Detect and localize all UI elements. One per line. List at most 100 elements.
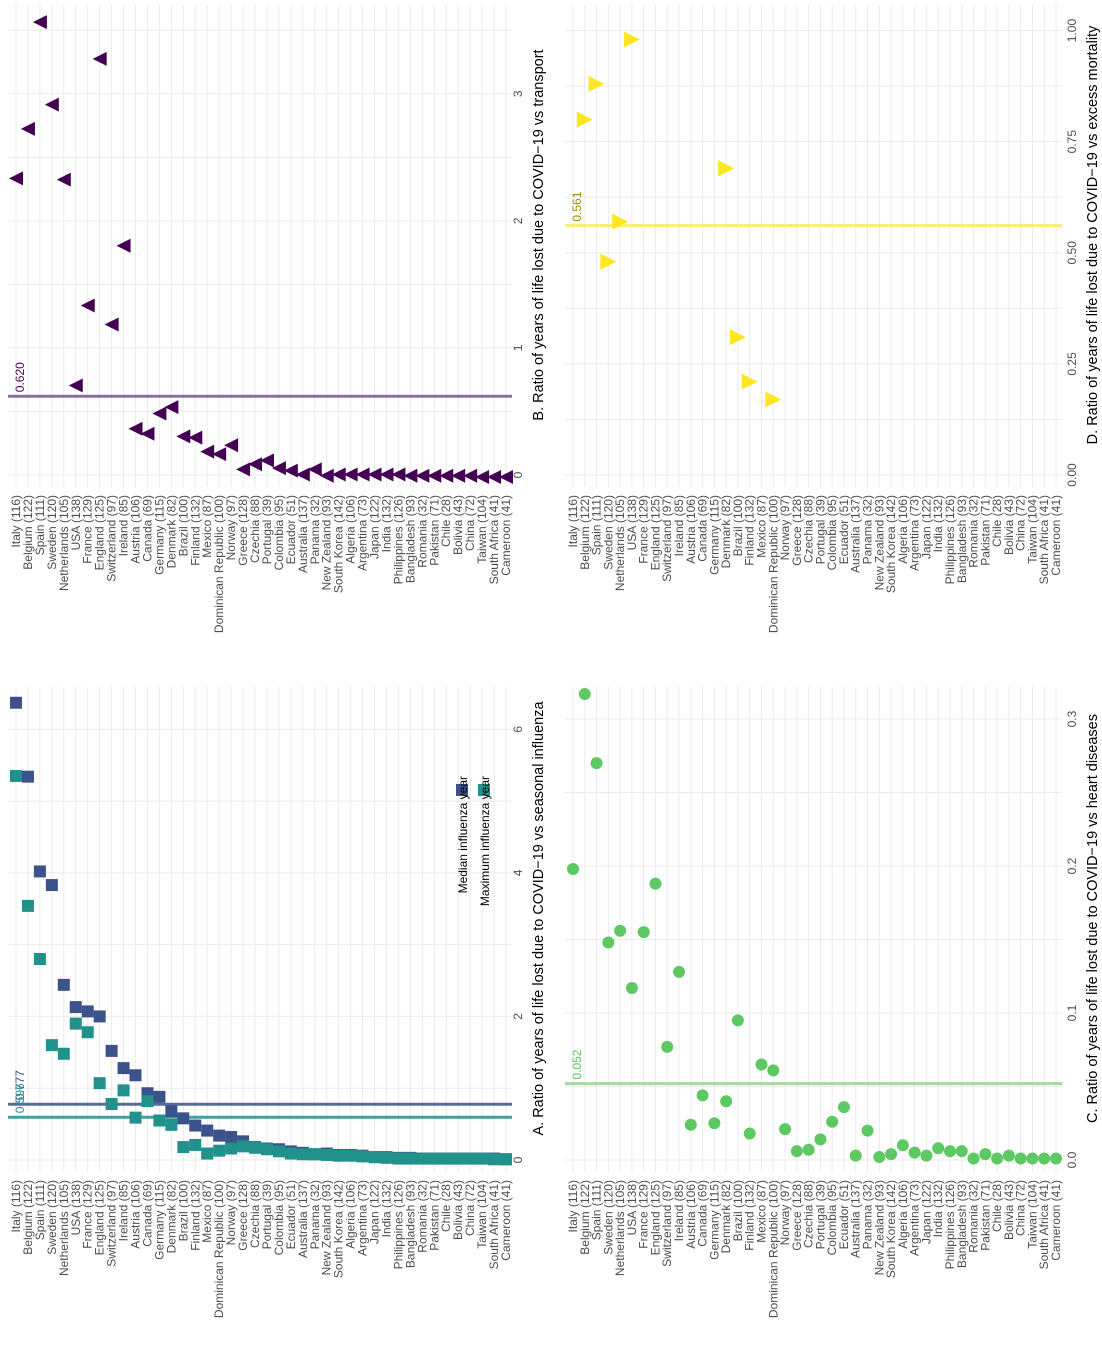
data-point-square — [488, 1153, 501, 1166]
data-point-triangle — [343, 467, 358, 482]
data-point-circle — [1014, 1152, 1027, 1165]
country-tick-label: USA (138) — [69, 495, 83, 550]
country-tick-label: Bangladesh (93) — [403, 1180, 417, 1268]
data-point-square — [308, 1148, 321, 1161]
country-tick-label: South Africa (41) — [1037, 495, 1051, 584]
country-tick-label: Ecuador (51) — [284, 1180, 298, 1249]
data-point-square — [237, 1140, 250, 1153]
data-point-triangle — [765, 391, 782, 408]
country-tick-label: Philippines (126) — [943, 495, 957, 584]
data-point-square — [177, 1112, 190, 1125]
country-tick-label: Bangladesh (93) — [403, 495, 417, 583]
data-point-circle — [979, 1148, 992, 1161]
data-point-circle — [802, 1143, 815, 1156]
country-tick-label: Mexico (87) — [754, 495, 768, 558]
data-point-circle — [625, 982, 638, 995]
country-tick-label: Australia (137) — [296, 1180, 310, 1258]
country-tick-label: Bolivia (43) — [451, 1180, 465, 1240]
country-tick-label: Dominican Republic (100) — [212, 495, 226, 633]
country-tick-label: Norway (97) — [224, 495, 238, 560]
country-tick-label: Italy (116) — [566, 1180, 580, 1232]
data-point-square — [260, 1143, 273, 1156]
country-tick-label: Algeria (106) — [896, 495, 910, 564]
country-tick-label: South Africa (41) — [487, 495, 501, 584]
value-tick-label: 0 — [511, 471, 525, 478]
country-tick-label: Canada (69) — [140, 1180, 154, 1247]
data-point-square — [45, 879, 58, 892]
data-point-triangle — [367, 467, 382, 482]
value-tick-label: 1 — [511, 344, 525, 351]
data-point-triangle — [427, 468, 442, 483]
country-tick-label: Algeria (106) — [344, 495, 358, 564]
country-tick-label: Philippines (126) — [391, 495, 405, 584]
data-point-circle — [991, 1152, 1004, 1165]
data-point-triangle — [576, 111, 593, 128]
data-point-triangle — [283, 463, 298, 478]
data-point-circle — [578, 688, 591, 701]
country-tick-label: France (129) — [637, 1180, 651, 1249]
country-tick-label: Pakistan (71) — [427, 495, 441, 566]
data-point-circle — [649, 877, 662, 890]
country-tick-label: Austria (106) — [129, 1180, 143, 1249]
data-point-triangle — [259, 453, 274, 468]
country-tick-label: Bolivia (43) — [1002, 495, 1016, 555]
country-tick-label: Romania (32) — [415, 1180, 429, 1253]
country-tick-label: Ireland (85) — [672, 1180, 686, 1241]
country-tick-label: South Korea (142) — [884, 1180, 898, 1278]
country-tick-label: Argentina (73) — [908, 495, 922, 571]
data-point-square — [213, 1129, 226, 1142]
country-tick-label: Greece (128) — [790, 1180, 804, 1251]
data-point-circle — [743, 1127, 756, 1140]
country-tick-label: Czechia (88) — [802, 495, 816, 563]
country-tick-label: Ecuador (51) — [837, 495, 851, 564]
country-tick-label: Algeria (106) — [344, 1180, 358, 1249]
country-tick-label: Taiwan (104) — [1025, 495, 1039, 564]
data-point-square — [189, 1119, 202, 1132]
data-point-circle — [955, 1145, 968, 1158]
country-tick-label: Austria (106) — [129, 495, 143, 564]
country-tick-label: USA (138) — [69, 1180, 83, 1235]
country-tick-label: Netherlands (105) — [613, 1180, 627, 1276]
country-tick-label: Panama (32) — [308, 495, 322, 564]
country-tick-label: Argentina (73) — [356, 1180, 370, 1256]
value-tick-label: 0.75 — [1065, 130, 1079, 154]
data-point-square — [344, 1149, 357, 1162]
country-tick-label: Romania (32) — [415, 495, 429, 568]
country-tick-label: Spain (111) — [33, 1180, 47, 1240]
data-point-triangle — [80, 298, 95, 313]
country-tick-label: Sweden (120) — [601, 495, 615, 570]
country-tick-label: France (129) — [81, 1180, 95, 1249]
country-tick-label: New Zealand (93) — [872, 1180, 886, 1275]
data-point-square — [21, 899, 34, 912]
data-point-triangle — [68, 378, 83, 393]
country-tick-label: Canada (69) — [696, 495, 710, 562]
country-tick-label: Greece (128) — [236, 495, 250, 566]
country-tick-label: China (72) — [463, 495, 477, 551]
data-point-square — [189, 1138, 202, 1151]
data-point-square — [117, 1084, 130, 1097]
data-point-circle — [708, 1117, 721, 1130]
country-tick-label: Bangladesh (93) — [955, 1180, 969, 1268]
data-point-circle — [731, 1014, 744, 1027]
country-tick-label: Greece (128) — [790, 495, 804, 566]
country-tick-label: Denmark (82) — [164, 1180, 178, 1253]
country-tick-label: England (125) — [93, 1180, 107, 1255]
country-tick-label: Switzerland (97) — [105, 495, 119, 582]
country-tick-label: France (129) — [637, 495, 651, 564]
data-point-triangle — [152, 406, 167, 421]
data-point-square — [33, 953, 46, 966]
data-point-triangle — [32, 15, 47, 30]
data-point-circle — [696, 1089, 709, 1102]
country-tick-label: South Africa (41) — [1037, 1180, 1051, 1269]
data-point-circle — [896, 1139, 909, 1152]
country-tick-label: New Zealand (93) — [320, 495, 334, 590]
country-tick-label: New Zealand (93) — [872, 495, 886, 590]
country-tick-label: Cameroon (41) — [1049, 1180, 1063, 1261]
data-point-circle — [661, 1040, 674, 1053]
data-point-circle — [567, 862, 579, 875]
country-tick-label: Finland (132) — [188, 1180, 202, 1251]
country-tick-label: Denmark (82) — [164, 495, 178, 568]
country-tick-label: England (125) — [648, 1180, 662, 1255]
data-point-circle — [755, 1058, 768, 1071]
data-point-square — [464, 1152, 477, 1165]
